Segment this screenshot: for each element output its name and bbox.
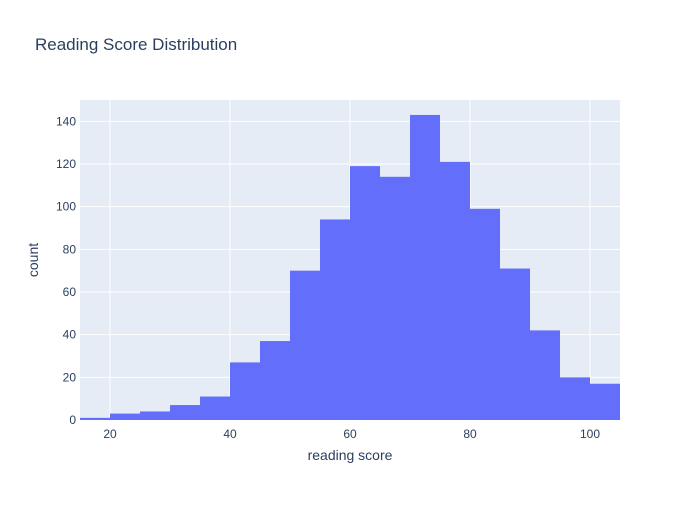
- y-axis-label: count: [25, 243, 41, 277]
- y-tick-label: 40: [63, 328, 77, 342]
- histogram-bar[interactable]: [440, 161, 470, 420]
- x-tick-label: 80: [463, 427, 477, 441]
- histogram-bar[interactable]: [140, 411, 170, 420]
- x-tick-label: 60: [343, 427, 357, 441]
- y-tick-label: 60: [63, 285, 77, 299]
- x-tick-label: 40: [223, 427, 237, 441]
- x-axis-label: reading score: [308, 447, 393, 463]
- histogram-bars: [80, 114, 620, 420]
- histogram-bar[interactable]: [230, 362, 260, 420]
- histogram-bar[interactable]: [110, 413, 140, 420]
- histogram-bar[interactable]: [290, 270, 320, 420]
- y-tick-label: 80: [63, 242, 77, 256]
- x-tick-label: 20: [103, 427, 117, 441]
- histogram-bar[interactable]: [260, 341, 290, 420]
- histogram-bar[interactable]: [320, 219, 350, 420]
- histogram-bar[interactable]: [470, 208, 500, 420]
- histogram-bar[interactable]: [560, 377, 590, 420]
- y-tick-label: 20: [63, 370, 77, 384]
- y-tick-label: 100: [56, 200, 76, 214]
- x-axis-ticks: 20 40 60 80 100: [103, 427, 600, 441]
- y-tick-label: 0: [69, 413, 76, 427]
- histogram-bar[interactable]: [200, 396, 230, 420]
- chart-title: Reading Score Distribution: [35, 35, 237, 54]
- histogram-bar[interactable]: [350, 166, 380, 420]
- y-axis-ticks: 0 20 40 60 80 100 120 140: [56, 114, 76, 427]
- histogram-bar[interactable]: [80, 417, 110, 420]
- y-tick-label: 140: [56, 114, 76, 128]
- histogram-bar[interactable]: [380, 176, 410, 420]
- histogram-bar[interactable]: [530, 330, 560, 420]
- x-tick-label: 100: [580, 427, 600, 441]
- histogram-bar[interactable]: [170, 405, 200, 420]
- histogram-bar[interactable]: [590, 383, 620, 420]
- histogram-bar[interactable]: [500, 268, 530, 420]
- y-tick-label: 120: [56, 157, 76, 171]
- histogram-bar[interactable]: [410, 114, 440, 420]
